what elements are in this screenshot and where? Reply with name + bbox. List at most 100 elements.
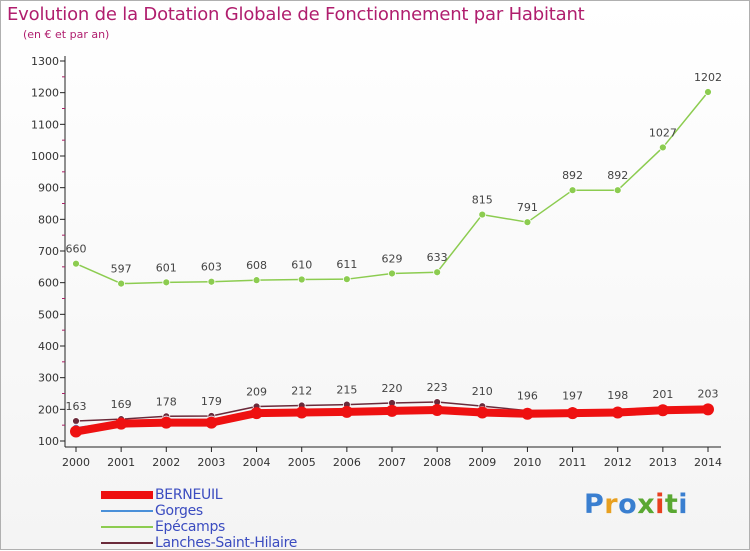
logo-letter: i [678, 489, 689, 520]
logo-letter: r [604, 489, 619, 520]
legend-swatch [101, 510, 153, 512]
data-label: 201 [652, 388, 673, 401]
data-label: 815 [472, 194, 493, 207]
data-point [115, 417, 128, 430]
logo-letter: x [637, 489, 656, 520]
data-point [295, 406, 308, 419]
data-point [476, 406, 489, 419]
logo-letter: P [584, 489, 605, 520]
data-point [205, 416, 218, 429]
data-label: 1027 [649, 126, 677, 139]
legend-label: Lanches-Saint-Hilaire [155, 535, 298, 551]
data-label: 892 [562, 169, 583, 182]
data-label: 212 [291, 385, 312, 398]
y-tick-label: 1300 [31, 55, 59, 68]
data-label: 198 [607, 389, 628, 402]
x-tick-label: 2001 [107, 456, 135, 469]
data-label: 610 [291, 259, 312, 272]
data-point [656, 404, 669, 417]
x-tick-label: 2011 [559, 456, 587, 469]
data-point [611, 406, 624, 419]
x-tick-label: 2008 [423, 456, 451, 469]
x-tick-label: 2014 [694, 456, 722, 469]
data-label: 178 [156, 395, 177, 408]
data-point [521, 407, 534, 420]
x-tick-label: 2007 [378, 456, 406, 469]
data-label: 892 [607, 169, 628, 182]
data-point [523, 218, 532, 227]
logo-letter: o [618, 489, 638, 520]
data-point [702, 403, 714, 416]
x-tick-label: 2000 [62, 456, 90, 469]
data-point [566, 407, 579, 420]
data-point [160, 416, 173, 429]
data-label: 197 [562, 389, 583, 402]
data-label: 220 [382, 382, 403, 395]
y-tick-label: 300 [38, 372, 59, 385]
data-point [70, 425, 82, 438]
data-label: 169 [111, 398, 132, 411]
data-label: 633 [427, 251, 448, 264]
data-label: 1202 [694, 71, 722, 84]
y-tick-label: 500 [38, 308, 59, 321]
data-point [704, 88, 712, 96]
data-point [658, 143, 667, 152]
legend-swatch [101, 542, 153, 544]
data-point [433, 268, 442, 277]
legend-label: Epécamps [155, 519, 226, 535]
data-point [568, 186, 577, 195]
x-tick-label: 2012 [604, 456, 632, 469]
data-point [478, 210, 487, 219]
data-point [613, 186, 622, 195]
x-tick-label: 2006 [333, 456, 361, 469]
y-tick-label: 200 [38, 403, 59, 416]
data-label: 179 [201, 395, 222, 408]
x-tick-label: 2002 [152, 456, 180, 469]
y-tick-label: 900 [38, 182, 59, 195]
logo-letter: i [655, 489, 665, 520]
data-point [431, 403, 444, 416]
y-tick-label: 1100 [31, 118, 59, 131]
data-label: 215 [336, 384, 357, 397]
proxiti-logo: Proxiti [584, 489, 688, 520]
x-tick-label: 2010 [513, 456, 541, 469]
chart-title: Evolution de la Dotation Globale de Fonc… [7, 4, 585, 25]
data-point [117, 279, 126, 288]
y-tick-label: 600 [38, 277, 59, 290]
logo-letter: t [664, 489, 679, 520]
data-point [340, 405, 353, 418]
data-label: 629 [382, 252, 403, 265]
data-label: 210 [472, 385, 493, 398]
y-tick-label: 700 [38, 245, 59, 258]
data-point [250, 407, 263, 420]
data-point [162, 278, 171, 287]
data-point [72, 259, 80, 268]
data-label: 163 [66, 400, 87, 413]
y-tick-label: 800 [38, 213, 59, 226]
data-label: 660 [66, 243, 87, 256]
data-point [297, 275, 306, 284]
data-label: 608 [246, 259, 267, 272]
legend-swatch [101, 491, 153, 499]
data-label: 791 [517, 201, 538, 214]
data-label: 603 [201, 261, 222, 274]
data-point [388, 269, 396, 278]
legend-swatch [101, 526, 153, 528]
y-tick-label: 100 [38, 435, 59, 448]
data-label: 209 [246, 385, 267, 398]
data-label: 203 [698, 387, 719, 400]
data-point [386, 404, 398, 417]
data-label: 601 [156, 261, 177, 274]
y-tick-label: 1000 [31, 150, 59, 163]
legend-label: BERNEUIL [155, 487, 223, 503]
data-point [342, 275, 351, 284]
y-tick-label: 1200 [31, 87, 59, 100]
y-tick-label: 400 [38, 340, 59, 353]
data-label: 597 [111, 263, 132, 276]
x-tick-label: 2005 [288, 456, 316, 469]
data-point [207, 277, 216, 286]
x-tick-label: 2004 [243, 456, 271, 469]
legend-label: Gorges [155, 503, 203, 519]
data-point [252, 276, 261, 285]
